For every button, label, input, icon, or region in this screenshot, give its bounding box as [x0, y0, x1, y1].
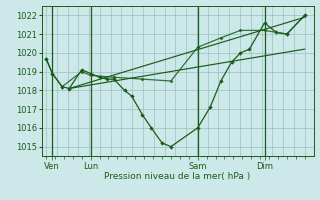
- X-axis label: Pression niveau de la mer( hPa ): Pression niveau de la mer( hPa ): [104, 172, 251, 181]
